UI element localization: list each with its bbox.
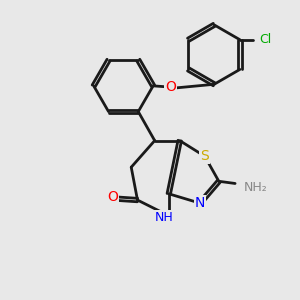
Text: NH₂: NH₂ [244, 181, 268, 194]
Text: S: S [200, 149, 209, 163]
Text: O: O [165, 80, 176, 94]
Text: NH: NH [155, 211, 173, 224]
Text: Cl: Cl [260, 33, 272, 46]
Text: N: N [195, 196, 205, 210]
Text: O: O [107, 190, 118, 204]
